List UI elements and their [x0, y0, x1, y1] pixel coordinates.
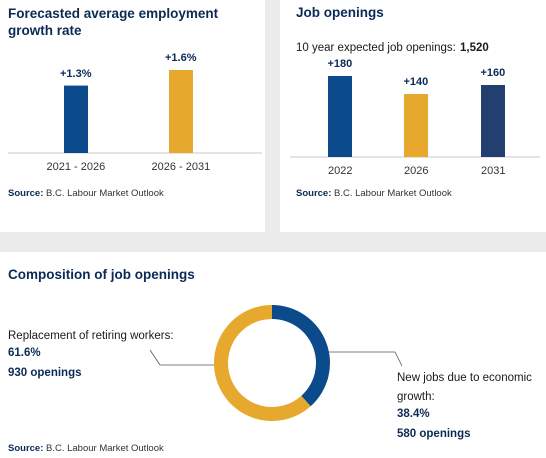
subtitle-value: 1,520 — [460, 42, 489, 54]
donut-slice — [272, 305, 330, 407]
panel — [0, 252, 546, 458]
slice-count: 930 openings — [8, 367, 82, 379]
source-label: Source: — [296, 188, 332, 199]
slice-value: 38.4% — [397, 408, 430, 420]
x-tick-label: 2026 — [404, 165, 429, 177]
bar — [64, 85, 88, 153]
panel — [0, 0, 265, 232]
value-label: +180 — [327, 58, 353, 70]
bar — [169, 70, 193, 153]
slice-label: New jobs due to economic growth: — [397, 372, 532, 403]
donut-slice — [213, 305, 311, 421]
source-label: Source: — [8, 443, 44, 454]
x-tick-label: 2021 - 2026 — [46, 161, 106, 173]
x-tick-label: 2022 — [328, 165, 353, 177]
source: B.C. Labour Market Outlook — [46, 188, 164, 199]
chart-title: Composition of job openings — [8, 267, 195, 282]
bar — [481, 85, 505, 157]
leader-line — [149, 349, 215, 366]
value-label: +160 — [480, 67, 506, 79]
leader-line — [327, 351, 403, 367]
source: B.C. Labour Market Outlook — [334, 188, 452, 199]
subtitle: 10 year expected job openings: — [296, 42, 456, 54]
slice-label: Replacement of retiring workers: — [8, 330, 174, 342]
value-label: +140 — [403, 76, 429, 88]
value-label: +1.6% — [165, 52, 197, 64]
chart-title: Forecasted average employment growth rat… — [8, 6, 219, 38]
source-label: Source: — [8, 188, 44, 199]
x-tick-label: 2031 — [481, 165, 506, 177]
value-label: +1.3% — [60, 67, 92, 80]
slice-value: 61.6% — [8, 347, 41, 359]
bar — [328, 76, 352, 157]
x-tick-label: 2026 - 2031 — [151, 161, 211, 173]
slice-count: 580 openings — [397, 428, 471, 440]
bar — [404, 94, 428, 157]
chart-title: Job openings — [296, 5, 384, 20]
source: B.C. Labour Market Outlook — [46, 443, 164, 454]
